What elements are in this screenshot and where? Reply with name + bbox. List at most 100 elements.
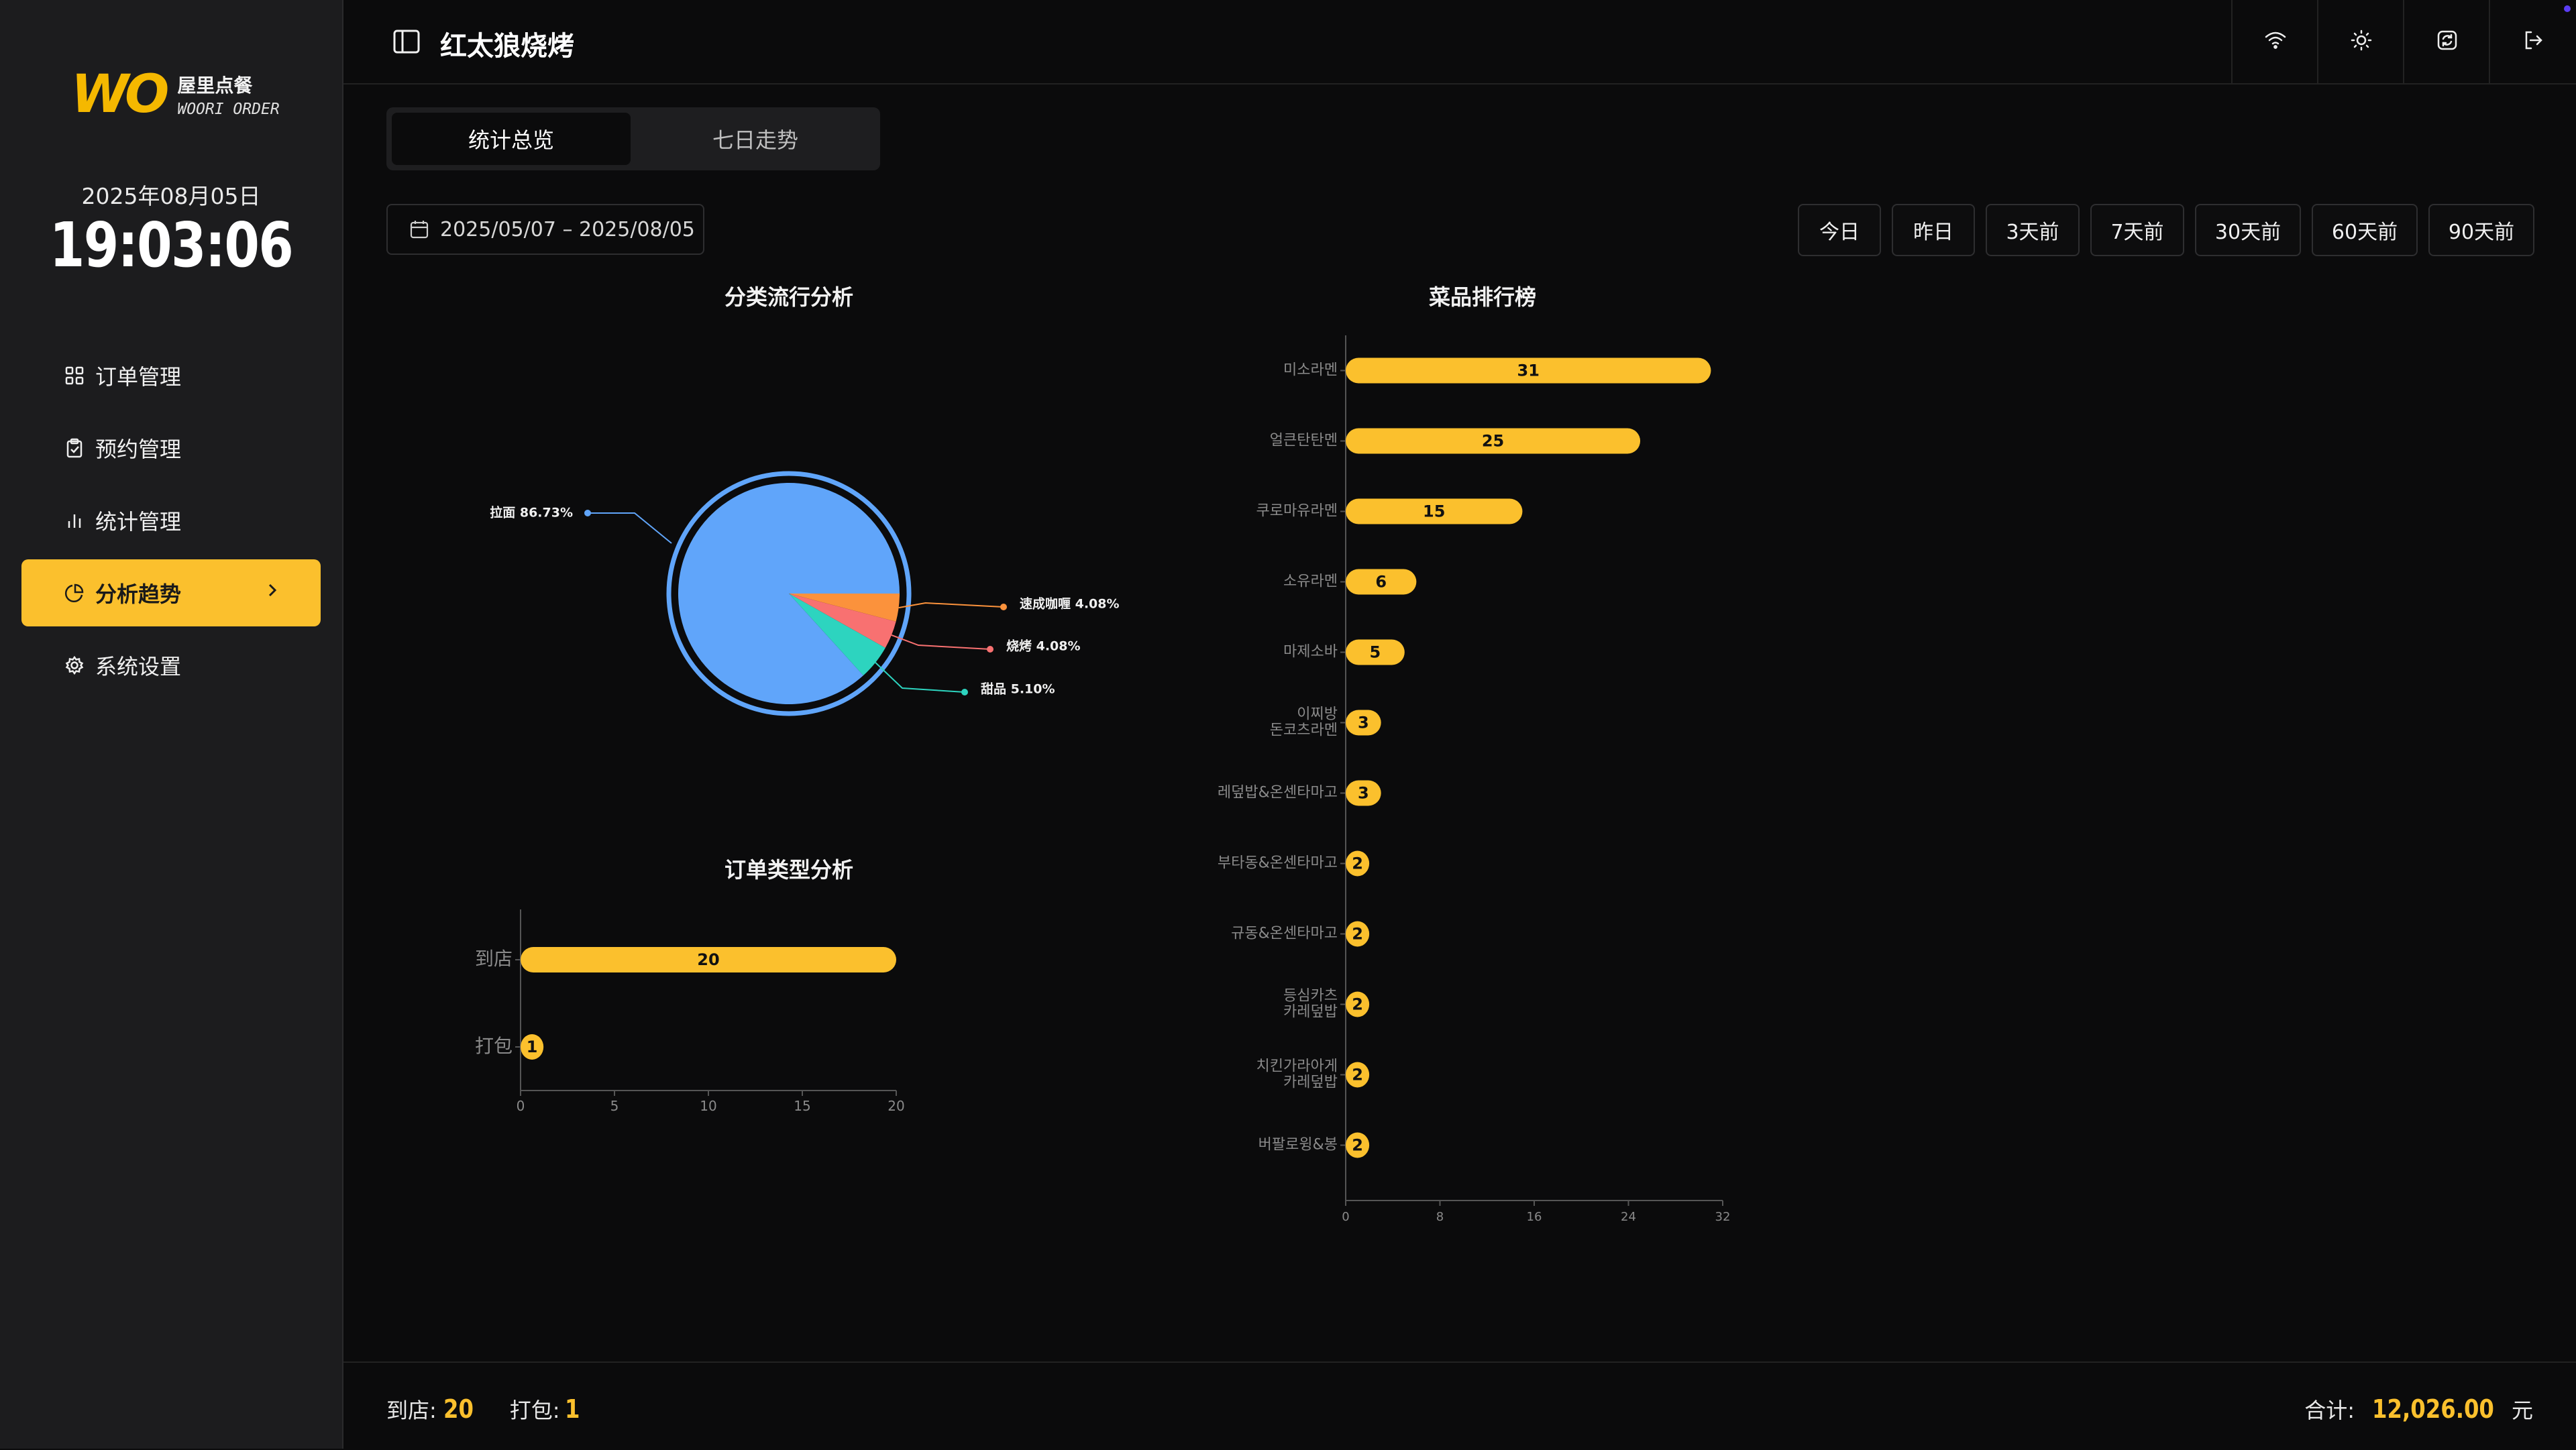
store-title: 红太狼烧烤	[440, 31, 574, 62]
bar	[1346, 357, 1711, 384]
pie-outer-ring	[666, 471, 912, 716]
pie-leader-dot	[1000, 604, 1007, 610]
y-category-label: 버팔로윙&봉	[1258, 1137, 1338, 1154]
dine-in-label: 到店:	[386, 1398, 437, 1423]
pie-chart-icon	[63, 581, 86, 604]
bar	[1346, 1132, 1370, 1158]
x-tick-label: 5	[610, 1098, 619, 1114]
calendar-icon	[409, 219, 429, 239]
x-tick-label: 0	[517, 1098, 525, 1114]
sidebar-item-settings[interactable]: 系统设置	[21, 632, 321, 699]
order-type-chart-title: 订单类型分析	[724, 857, 853, 883]
y-category-label: 쿠로마유라멘	[1256, 503, 1338, 520]
brand-name-cn: 屋里点餐	[177, 74, 253, 97]
tab-seven-day-trend[interactable]: 七日走势	[712, 127, 798, 153]
quick-range-3days[interactable]: 3天前	[1986, 204, 2080, 256]
logout-icon	[2522, 29, 2544, 54]
refresh-button[interactable]	[2403, 0, 2490, 83]
quick-range-yesterday[interactable]: 昨日	[1892, 204, 1975, 256]
quick-range-30days[interactable]: 30天前	[2195, 204, 2301, 256]
y-category-label: 마제소바	[1283, 644, 1338, 661]
sidebar-item-orders[interactable]: 订单管理	[21, 342, 321, 409]
status-dot	[2564, 5, 2571, 12]
bar-value-label: 2	[1352, 925, 1363, 944]
pie-leader-line	[875, 662, 965, 693]
bar	[1346, 780, 1381, 806]
sidebar-item-label: 系统设置	[95, 654, 182, 679]
bar	[521, 1034, 544, 1060]
bar-value-label: 15	[1423, 502, 1445, 521]
sidebar-item-label: 分析趋势	[95, 581, 182, 607]
x-tick-label: 10	[700, 1098, 716, 1114]
bar	[1346, 569, 1417, 595]
theme-toggle-button[interactable]	[2317, 0, 2404, 83]
x-tick-label: 32	[1715, 1210, 1731, 1224]
pie-label: 甜品 5.10%	[981, 681, 1055, 697]
bar-value-label: 2	[1352, 1066, 1363, 1084]
x-tick-label: 20	[888, 1098, 904, 1114]
y-category-label: 到店	[475, 948, 513, 970]
clipboard-icon	[63, 437, 86, 459]
current-time: 19:03:06	[49, 209, 294, 281]
footer-summary: 到店: 20 打包: 1 合计: 12,026.00 元	[343, 1361, 2576, 1450]
sidebar-item-reservations[interactable]: 预约管理	[21, 414, 321, 482]
bar	[1346, 639, 1405, 665]
bar-value-label: 6	[1375, 573, 1387, 592]
sidebar-item-statistics[interactable]: 统计管理	[21, 487, 321, 554]
category-pie-chart: 速成咖喱 4.08% 烧烤 4.08% 甜品 5.10% 拉面 86.73%	[490, 471, 1120, 716]
logout-button[interactable]	[2489, 0, 2576, 83]
pie-leader-dot	[584, 510, 591, 516]
quick-range-today[interactable]: 今日	[1798, 204, 1881, 256]
pie-label: 拉面 86.73%	[490, 505, 573, 520]
wifi-icon	[2264, 29, 2287, 54]
quick-range-60days[interactable]: 60天前	[2312, 204, 2418, 256]
bar-value-label: 1	[527, 1038, 538, 1056]
dish-ranking-chart-title: 菜品排行榜	[1428, 284, 1536, 310]
x-tick-label: 24	[1621, 1210, 1636, 1224]
pie-label: 速成咖喱 4.08%	[1020, 596, 1120, 612]
pie-leader-dot	[987, 646, 994, 653]
sidebar-toggle-icon[interactable]	[392, 27, 421, 56]
bar-value-label: 25	[1482, 432, 1504, 451]
y-category-label: 소유라멘	[1283, 573, 1338, 590]
sidebar-item-analysis[interactable]: 分析趋势	[21, 559, 321, 626]
sidebar: WO 屋里点餐 WOORI ORDER 2025年08月05日 19:03:06…	[0, 0, 343, 1449]
y-category-label: 카레덮밥	[1283, 1004, 1338, 1021]
top-bar: 红太狼烧烤	[343, 0, 2576, 85]
sidebar-item-label: 统计管理	[95, 509, 182, 535]
bar-value-label: 2	[1352, 1136, 1363, 1155]
bar	[1346, 498, 1523, 524]
bar-value-label: 3	[1358, 784, 1369, 803]
y-category-label: 부타동&온센타마고	[1218, 855, 1338, 872]
bar-value-label: 2	[1352, 995, 1363, 1014]
chevron-right-icon	[266, 580, 279, 606]
date-range-text: 2025/05/07 – 2025/08/05	[440, 217, 695, 241]
refresh-icon	[2436, 29, 2459, 54]
bar-chart-icon	[63, 509, 86, 532]
order-type-bar-chart: 0 5 10 15 20 到店 20 打包 1	[475, 909, 905, 1114]
sidebar-menu: 订单管理 预约管理 统计管理 分析趋势 系	[21, 342, 321, 704]
y-category-label: 카레덮밥	[1283, 1074, 1338, 1091]
bar	[1346, 710, 1381, 736]
view-tabs: 统计总览 七日走势	[386, 107, 880, 170]
sidebar-item-label: 预约管理	[95, 437, 182, 462]
x-tick-label: 16	[1527, 1210, 1542, 1224]
bar-value-label: 20	[697, 950, 719, 969]
pie-chart-title: 分类流行分析	[724, 284, 853, 310]
tab-overview[interactable]: 统计总览	[392, 113, 631, 165]
date-range-picker[interactable]: 2025/05/07 – 2025/08/05	[386, 204, 704, 255]
wifi-button[interactable]	[2231, 0, 2318, 83]
bar	[1346, 921, 1370, 947]
brand-name-en: WOORI ORDER	[177, 101, 280, 118]
currency-unit: 元	[2511, 1398, 2533, 1423]
total-amount: 12,026.00	[2372, 1394, 2494, 1424]
y-category-label: 돈코츠라멘	[1270, 722, 1338, 739]
dine-in-count: 20	[443, 1394, 474, 1424]
takeout-label: 打包:	[509, 1398, 560, 1423]
quick-range-7days[interactable]: 7天前	[2090, 204, 2184, 256]
total-label: 合计:	[2304, 1398, 2355, 1423]
sidebar-item-label: 订单管理	[95, 364, 182, 390]
quick-range-90days[interactable]: 90天前	[2428, 204, 2534, 256]
pie-leader-dot	[961, 689, 968, 695]
